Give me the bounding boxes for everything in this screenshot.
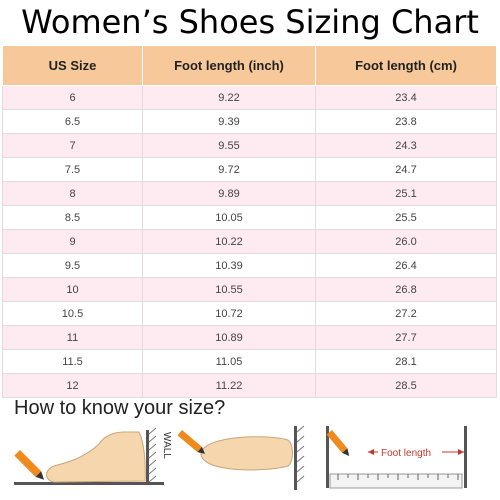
table-row: 6.5 9.39 23.8 — [2, 109, 497, 134]
foot-length-inch-cell: 10.22 — [142, 229, 316, 254]
wall-label: WALL — [161, 432, 172, 459]
us-size-cell: 11 — [2, 325, 143, 350]
us-size-cell: 9.5 — [2, 253, 143, 278]
table-header-row: US Size Foot length (inch) Foot length (… — [2, 45, 497, 86]
wall-line — [146, 430, 149, 484]
foot-side-icon — [46, 431, 146, 483]
foot-length-cm-cell: 28.5 — [315, 373, 497, 398]
us-size-cell: 11.5 — [2, 349, 143, 374]
table-row: 9 10.22 26.0 — [2, 229, 497, 254]
pencil-icon — [177, 430, 206, 454]
ruler — [329, 473, 463, 489]
header-foot-length-cm: Foot length (cm) — [315, 45, 497, 86]
foot-length-inch-cell: 9.55 — [142, 133, 316, 158]
foot-length-label: Foot length — [381, 448, 431, 459]
ruler-ticks — [337, 474, 459, 480]
arrow-right-head — [458, 449, 464, 455]
foot-length-inch-cell: 10.89 — [142, 325, 316, 350]
size-table: US Size Foot length (inch) Foot length (… — [2, 45, 497, 398]
table-row: 8.5 10.05 25.5 — [2, 205, 497, 230]
foot-length-inch-cell: 9.22 — [142, 85, 316, 110]
foot-length-inch-cell: 10.05 — [142, 205, 316, 230]
us-size-cell: 7.5 — [2, 157, 143, 182]
foot-length-cm-cell: 26.0 — [315, 229, 497, 254]
foot-length-cm-cell: 27.2 — [315, 301, 497, 326]
foot-length-inch-cell: 10.39 — [142, 253, 316, 278]
foot-length-cm-cell: 25.5 — [315, 205, 497, 230]
wall-line — [294, 426, 297, 490]
us-size-cell: 8 — [2, 181, 143, 206]
foot-length-cm-cell: 28.1 — [315, 349, 497, 374]
foot-length-cm-cell: 23.4 — [315, 85, 497, 110]
table-row: 11.5 11.05 28.1 — [2, 349, 497, 374]
foot-length-inch-cell: 10.72 — [142, 301, 316, 326]
foot-length-cm-cell: 27.7 — [315, 325, 497, 350]
foot-length-cm-cell: 26.4 — [315, 253, 497, 278]
table-row: 10 10.55 26.8 — [2, 277, 497, 302]
table-row: 9.5 10.39 26.4 — [2, 253, 497, 278]
foot-length-inch-cell: 9.89 — [142, 181, 316, 206]
table-row: 7.5 9.72 24.7 — [2, 157, 497, 182]
table-row: 7 9.55 24.3 — [2, 133, 497, 158]
chart-title: Women’s Shoes Sizing Chart — [21, 3, 479, 41]
table-row: 8 9.89 25.1 — [2, 181, 497, 206]
us-size-cell: 9 — [2, 229, 143, 254]
us-size-cell: 8.5 — [2, 205, 143, 230]
us-size-cell: 10 — [2, 277, 143, 302]
table-row: 6 9.22 23.4 — [2, 85, 497, 110]
howto-heading: How to know your size? — [14, 397, 226, 419]
foot-length-cm-cell: 24.3 — [315, 133, 497, 158]
table-row: 12 11.22 28.5 — [2, 373, 497, 398]
foot-top-illustration — [176, 422, 306, 498]
table-row: 11 10.89 27.7 — [2, 325, 497, 350]
wall-hatch — [296, 425, 305, 483]
header-us-size: US Size — [2, 45, 143, 86]
foot-length-inch-cell: 11.22 — [142, 373, 316, 398]
foot-length-cm-cell: 26.8 — [315, 277, 497, 302]
table-body: 6 9.22 23.4 6.5 9.39 23.8 7 9.55 24.3 7.5 9.72 24.7… — [2, 85, 497, 398]
us-size-cell: 12 — [2, 373, 143, 398]
foot-length-inch-cell: 11.05 — [142, 349, 316, 374]
foot-wall-illustration: WALL — [14, 427, 172, 485]
us-size-cell: 7 — [2, 133, 143, 158]
us-size-cell: 6 — [2, 85, 143, 110]
foot-length-cm-cell: 24.7 — [315, 157, 497, 182]
foot-length-cm-cell: 25.1 — [315, 181, 497, 206]
arrow-left-head — [368, 449, 374, 455]
foot-length-inch-cell: 9.39 — [142, 109, 316, 134]
us-size-cell: 6.5 — [2, 109, 143, 134]
right-wall-line — [464, 426, 467, 488]
foot-top-icon — [200, 436, 293, 471]
floor-line — [14, 482, 164, 485]
header-foot-length-inch: Foot length (inch) — [142, 45, 316, 86]
foot-length-inch-cell: 10.55 — [142, 277, 316, 302]
us-size-cell: 10.5 — [2, 301, 143, 326]
foot-length-cm-cell: 23.8 — [315, 109, 497, 134]
table-row: 10.5 10.72 27.2 — [2, 301, 497, 326]
foot-length-inch-cell: 9.72 — [142, 157, 316, 182]
ruler-illustration: Foot length — [326, 426, 467, 489]
pencil-icon — [14, 450, 45, 480]
left-wall-line — [326, 426, 329, 488]
wall-hatch — [148, 427, 157, 483]
label-bg — [378, 446, 442, 458]
pencil-icon — [326, 430, 350, 456]
